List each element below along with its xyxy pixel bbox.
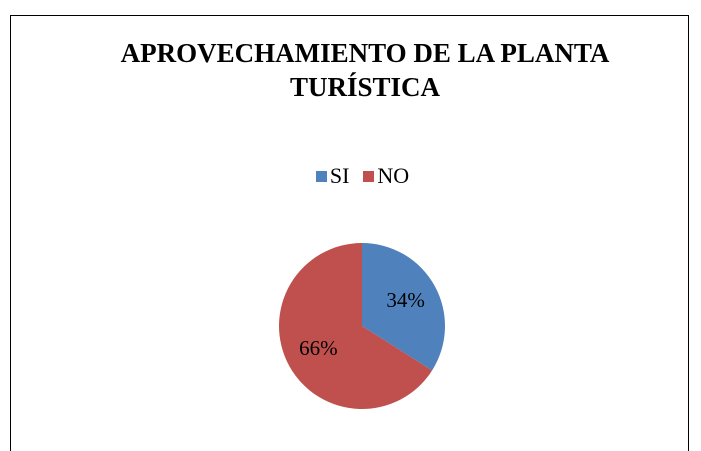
legend-item: NO <box>363 163 409 189</box>
data-label: 34% <box>386 288 425 312</box>
pie-slice <box>278 243 433 409</box>
pie-slice <box>362 243 445 371</box>
legend: SI NO <box>0 163 701 189</box>
chart-title: APROVECHAMIENTO DE LA PLANTA TURÍSTICA <box>120 38 610 102</box>
data-label: 66% <box>299 336 338 360</box>
legend-swatch <box>363 170 375 182</box>
legend-label: NO <box>377 163 410 188</box>
chart-frame <box>10 15 689 451</box>
legend-swatch <box>315 170 327 182</box>
legend-label: SI <box>329 163 350 188</box>
legend-item: SI <box>315 163 350 189</box>
